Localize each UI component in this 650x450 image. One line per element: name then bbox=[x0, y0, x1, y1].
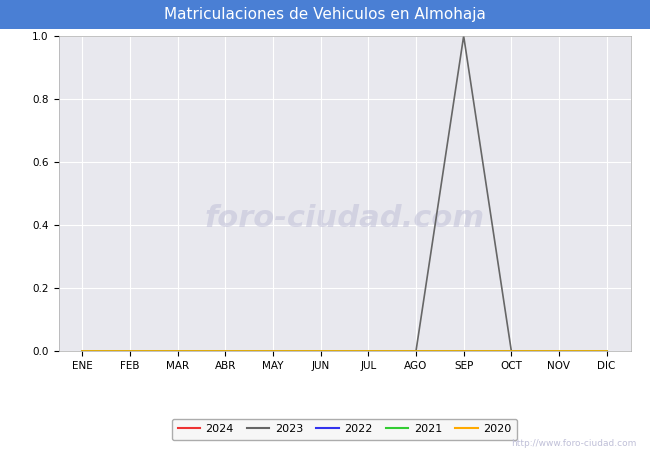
Text: foro-ciudad.com: foro-ciudad.com bbox=[205, 204, 484, 233]
Text: Matriculaciones de Vehiculos en Almohaja: Matriculaciones de Vehiculos en Almohaja bbox=[164, 7, 486, 22]
Legend: 2024, 2023, 2022, 2021, 2020: 2024, 2023, 2022, 2021, 2020 bbox=[172, 419, 517, 440]
Text: http://www.foro-ciudad.com: http://www.foro-ciudad.com bbox=[512, 439, 637, 448]
